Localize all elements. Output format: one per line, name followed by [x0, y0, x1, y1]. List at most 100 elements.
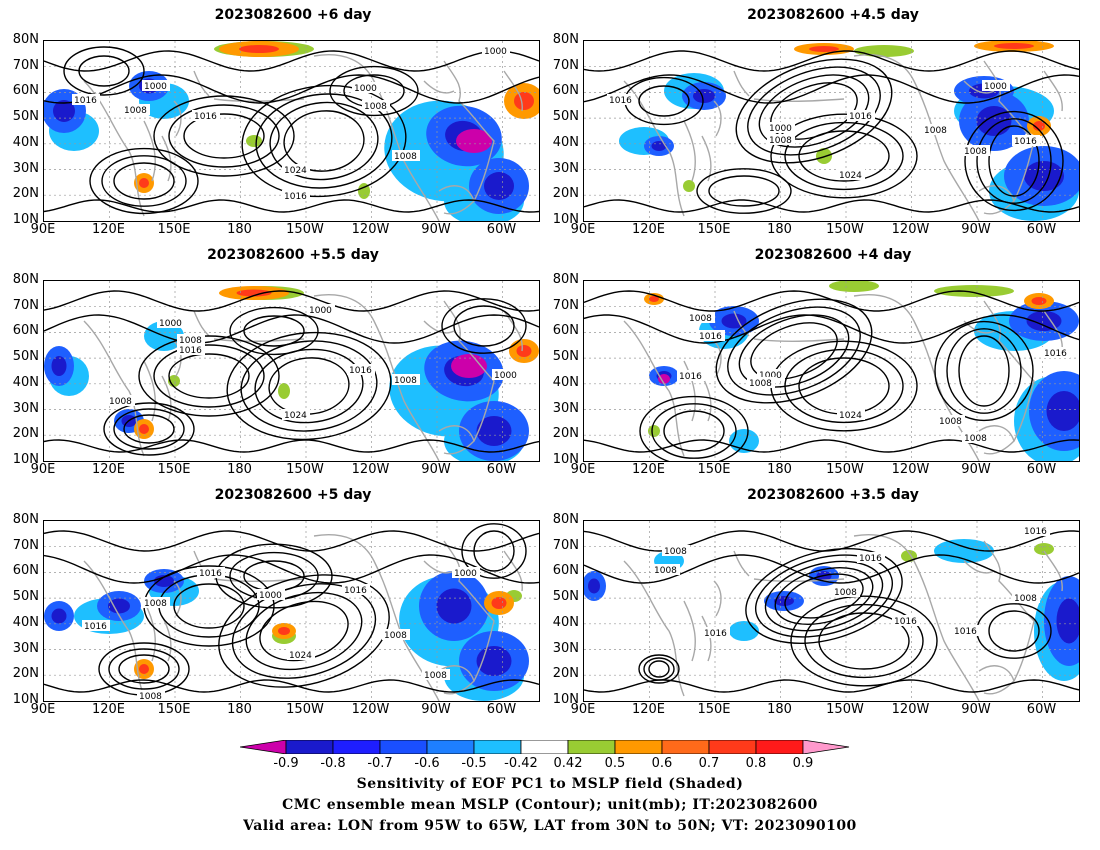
coastline	[853, 54, 980, 221]
isobar-label: 1016	[954, 627, 977, 637]
colorbar-segment	[661, 740, 710, 754]
isobar-label-bg	[197, 567, 225, 578]
lat-label: 30N	[552, 400, 579, 416]
map-panel-5: 1016 1008 1016 1000 1024 1016 1008 1008 1000 1008	[43, 520, 540, 702]
isobar	[226, 331, 392, 441]
isobar-label: 1008	[139, 692, 162, 701]
coastline	[978, 185, 1015, 215]
lon-label: 90E	[570, 462, 596, 477]
lon-label: 150W	[826, 462, 864, 477]
lon-label: 180	[767, 222, 792, 237]
isobar-label-bg	[832, 586, 860, 597]
lon-label: 150W	[826, 222, 864, 237]
isobar	[638, 654, 680, 684]
sensitivity-shading	[436, 588, 472, 624]
isobar	[78, 55, 130, 87]
isobar	[784, 348, 904, 424]
panel-title-1: 2023082600 +6 day	[214, 7, 372, 23]
sensitivity-shading	[476, 646, 512, 676]
isobar	[89, 147, 199, 215]
lat-label: 60N	[552, 323, 579, 339]
isobar	[168, 104, 280, 168]
isobar-label: 1008	[394, 376, 417, 386]
colorbar	[240, 740, 850, 754]
coastline	[423, 60, 523, 202]
isobar-label-bg	[922, 124, 950, 135]
isobar-label-bg	[847, 110, 875, 121]
colorbar-segment	[708, 740, 757, 754]
isobar-label: 1016	[349, 366, 372, 376]
isobar-label-bg	[652, 564, 680, 575]
lat-label: 60N	[12, 323, 39, 339]
lat-label: 50N	[552, 589, 579, 605]
isobar-label-bg	[282, 164, 310, 175]
lon-label: 120E	[631, 462, 666, 477]
isobar-label: 1008	[144, 599, 167, 609]
isobar	[44, 74, 539, 104]
isobar-label-bg	[757, 369, 785, 380]
isobar-label: 1008	[424, 671, 447, 681]
sensitivity-shading	[976, 106, 1012, 136]
lon-label: 90W	[961, 702, 991, 717]
isobar-label-bg	[482, 45, 510, 56]
sensitivity-shading	[1024, 161, 1064, 191]
isobar	[168, 353, 250, 399]
isobar-label-bg	[697, 330, 725, 341]
lon-label: 150W	[826, 702, 864, 717]
lon-label: 180	[767, 462, 792, 477]
isobar	[108, 648, 180, 690]
lat-label: 70N	[552, 537, 579, 553]
isobar	[818, 612, 910, 670]
colorbar-tick-label: 0.42	[553, 756, 583, 771]
isobar	[240, 340, 378, 432]
isobar-label-bg	[382, 629, 410, 640]
isobar-label: 1016	[849, 112, 872, 122]
lat-label: 60N	[552, 563, 579, 579]
colorbar-end-left	[240, 740, 287, 754]
lon-label: 90E	[30, 222, 56, 237]
map-panel-1: 1016 1008 1000 1016 1024 1016 1000 1008 1008 1000	[43, 40, 540, 222]
isobar-label: 1008	[1014, 594, 1037, 604]
isobar-label: 1008	[964, 147, 987, 157]
lat-label: 80N	[12, 32, 39, 47]
lon-label: 150E	[157, 462, 191, 477]
isobar-label: 1016	[859, 554, 882, 564]
colorbar-tick-label: -0.5	[461, 756, 487, 771]
sensitivity-shading	[683, 180, 695, 192]
lon-label: 120E	[91, 702, 126, 717]
isobar	[639, 395, 749, 461]
isobar-label: 1000	[494, 371, 517, 381]
isobar	[283, 110, 365, 172]
isobar-label-bg	[422, 669, 450, 680]
isobar	[241, 84, 407, 198]
sensitivity-shading	[648, 425, 660, 437]
coastline	[173, 310, 305, 377]
isobar-label: 1016	[179, 346, 202, 356]
isobar	[268, 357, 350, 415]
isobar	[63, 46, 145, 96]
isobar-label-bg	[937, 415, 965, 426]
isobar	[648, 660, 670, 678]
caption-line-1: Sensitivity of EOF PC1 to MSLP field (Sh…	[356, 776, 744, 792]
lon-label: 90W	[421, 462, 451, 477]
isobar	[964, 110, 1064, 212]
colorbar-segment	[426, 740, 475, 754]
isobar	[934, 320, 1034, 422]
isobar-label-bg	[767, 122, 795, 133]
lat-label: 20N	[12, 666, 39, 682]
isobar	[774, 567, 874, 625]
isobar-label-bg	[982, 80, 1010, 91]
lat-label: 10N	[552, 211, 579, 227]
lat-label: 20N	[12, 426, 39, 442]
isobar	[745, 548, 903, 644]
isobar-label: 1008	[394, 152, 417, 162]
sensitivity-shading	[139, 424, 149, 434]
isobar-label: 1008	[664, 547, 687, 557]
colorbar-tick-label: 0.9	[792, 756, 814, 771]
isobar	[758, 74, 870, 148]
lon-label: 120E	[631, 702, 666, 717]
isobar-label: 1016	[704, 629, 727, 639]
sensitivity-shading	[1034, 543, 1054, 555]
caption-line-3: Valid area: LON from 95W to 65W, LAT fro…	[243, 818, 857, 834]
